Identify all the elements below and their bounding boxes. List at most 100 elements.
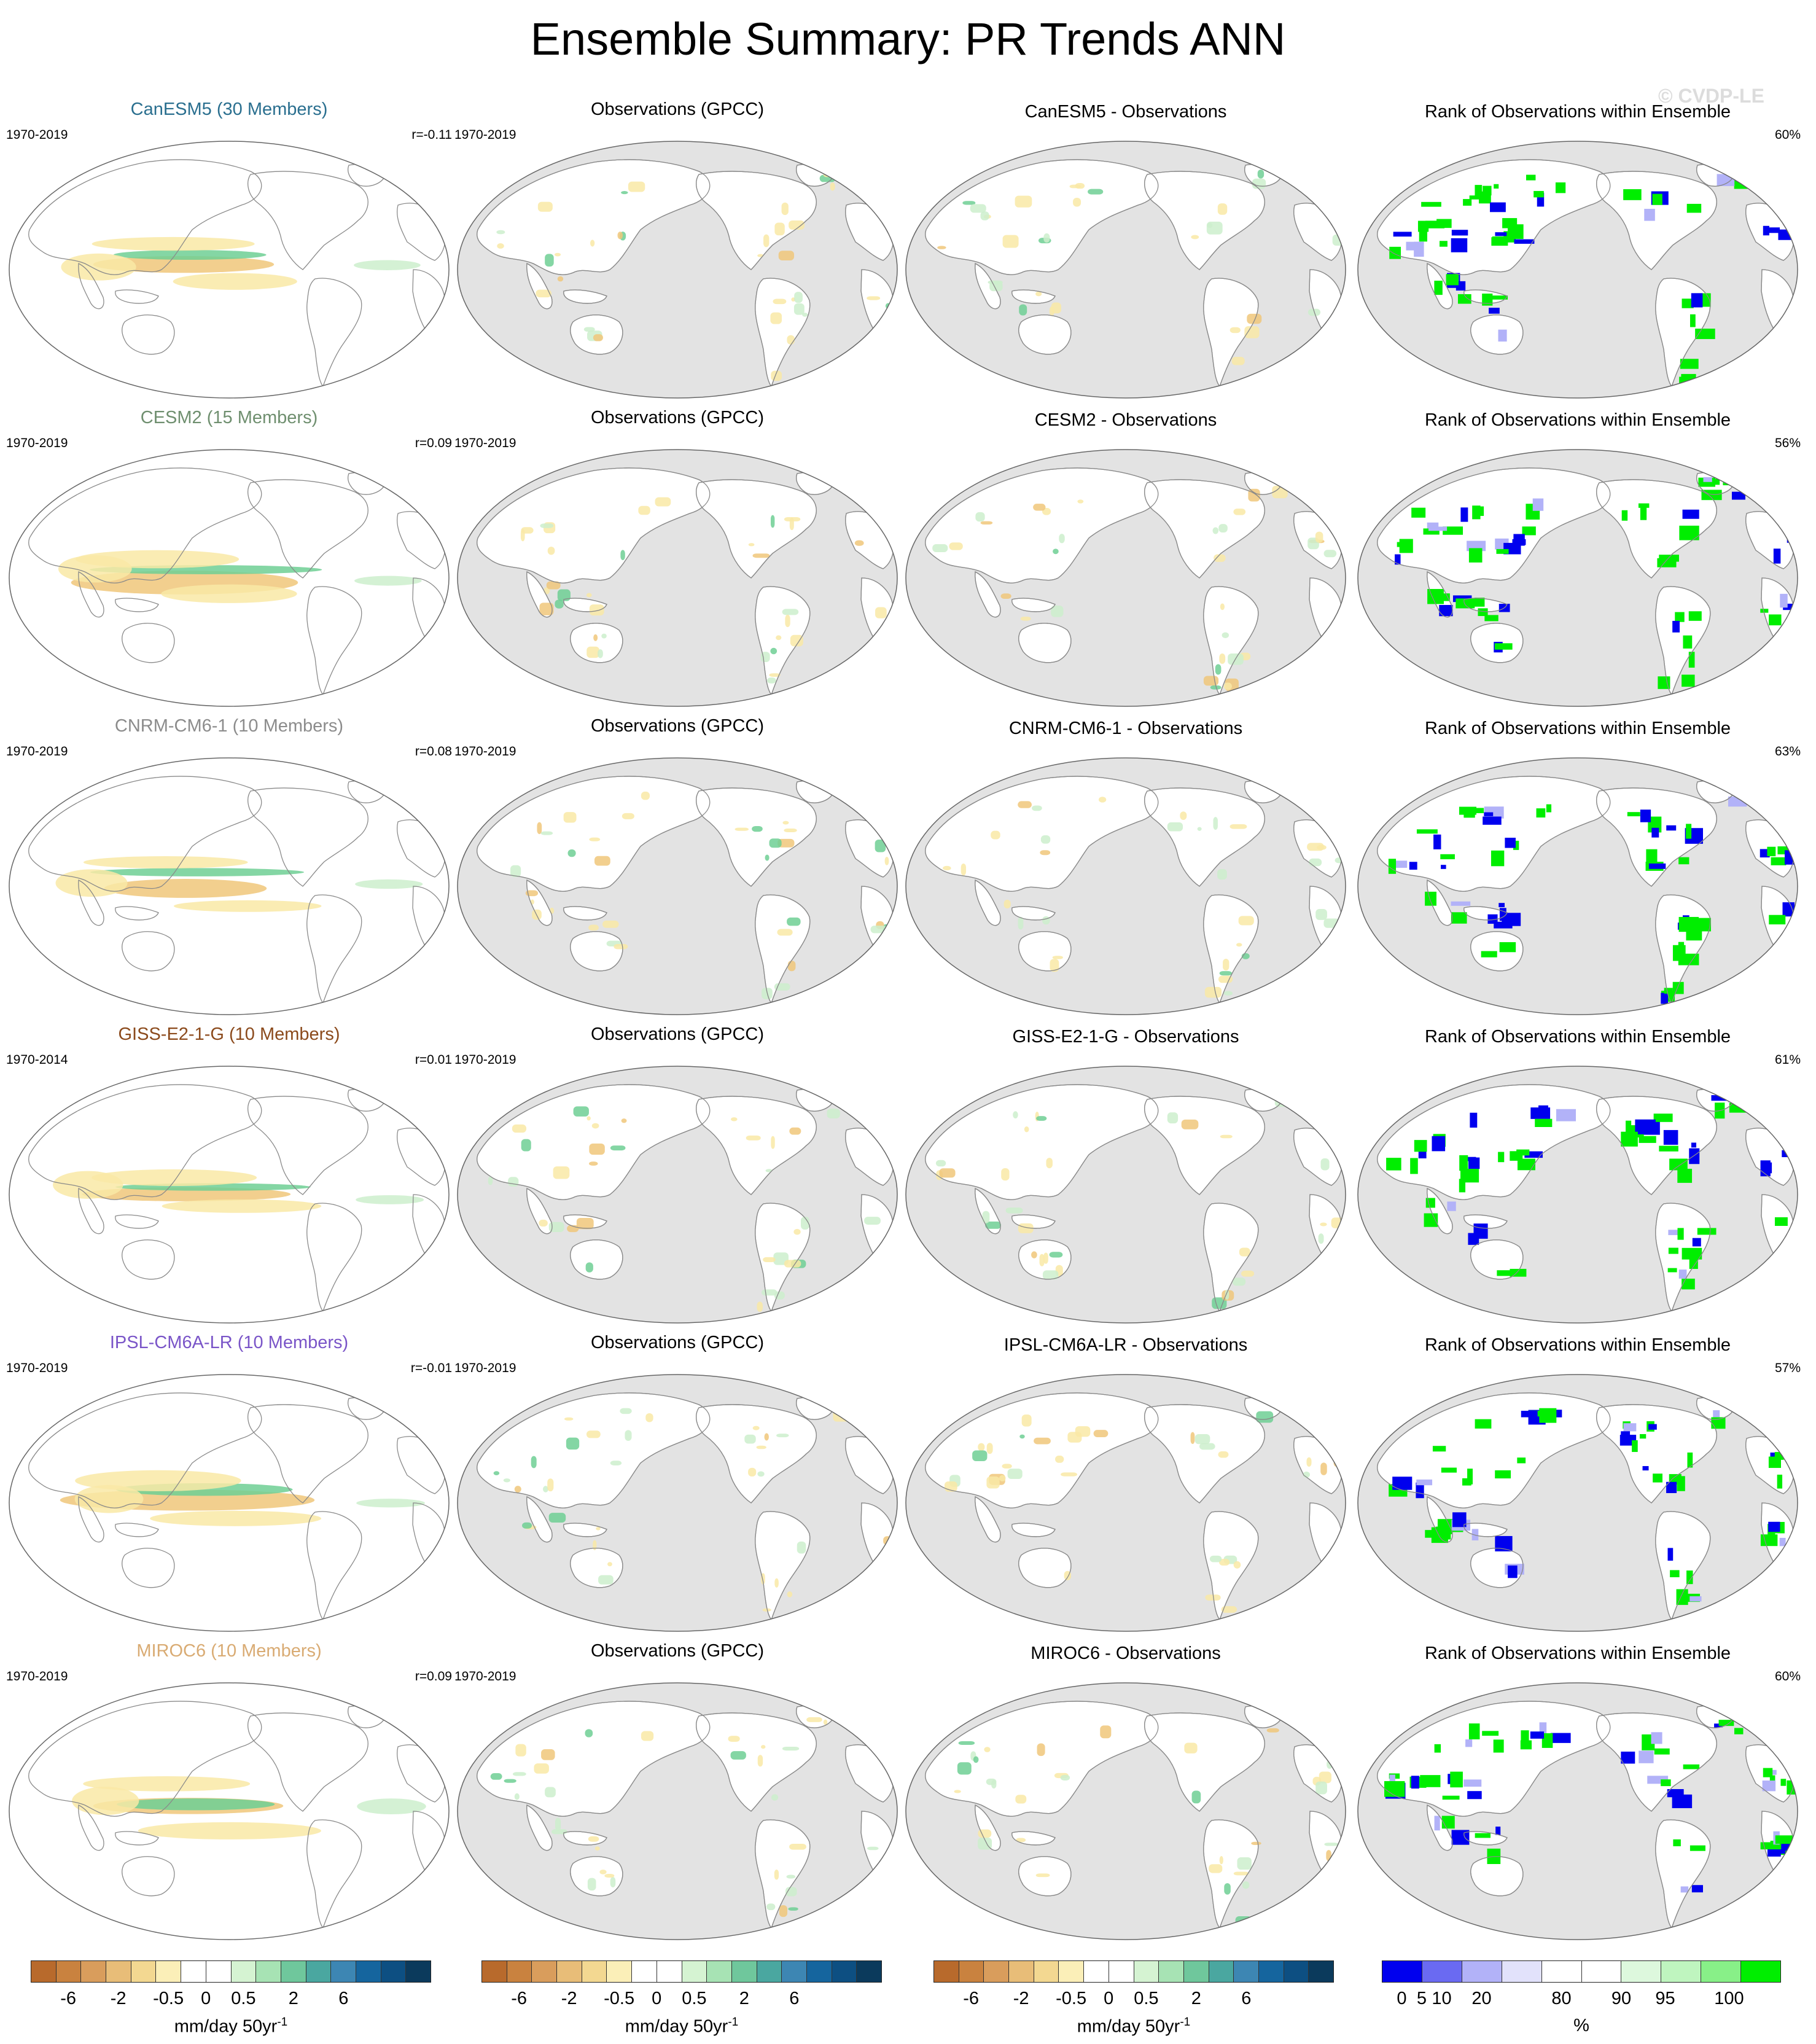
rank-cell [1768,1521,1780,1532]
rank-cell [1689,1845,1705,1851]
trend-blob [1248,488,1260,502]
colorbar-tick-label: 2 [1191,1989,1201,2008]
colorbar-cell [1183,1961,1209,1982]
colorbar-cell [306,1961,332,1982]
period-label: 1970-2014 [6,1053,68,1067]
rank-cell [1473,1223,1488,1239]
colorbar-tick-label: 20 [1471,1989,1492,2008]
panel-title: Rank of Observations within Ensemble [1424,1644,1731,1663]
rank-cell [1469,195,1484,200]
trend-blob [1098,797,1107,803]
colorbar-cell [857,1961,881,1982]
trend-blob [1335,923,1346,928]
trend-blob [1073,198,1081,207]
trend-blob [497,243,504,249]
colorbar-tick-label: 100 [1714,1989,1744,2008]
trend-blob [787,917,801,926]
trend-blob [789,220,805,230]
trend-blob [496,230,505,235]
trend-blob [590,240,595,247]
period-label: 1970-2019 [454,1361,516,1375]
trend-blob [594,856,610,866]
colorbar-unit-text: % [1573,2016,1589,2035]
obs-panel: Observations (GPCC) 1970-2019 [453,715,902,1022]
panel-title: CNRM-CM6-1 - Observations [1008,719,1243,738]
rank-cell [1539,1722,1547,1738]
rank-cell [1689,1148,1700,1164]
trend-blob [586,646,600,658]
trend-blob [787,335,795,345]
panel-title: IPSL-CM6A-LR - Observations [1003,1335,1248,1355]
colorbar-cell [507,1961,532,1982]
rank-cell [1502,913,1521,926]
trend-blob [797,1541,806,1554]
map-border [9,1066,450,1324]
rank-cell [1517,1158,1535,1171]
rank-percent-label: 61% [1774,1053,1801,1067]
rank-cell [1688,611,1702,621]
period-label: 1970-2019 [6,1361,68,1375]
colorbar-cell [582,1961,607,1982]
obs-panel: Observations (GPCC) 1970-2019 [453,1023,902,1330]
trend-blob [1217,203,1228,215]
trend-blob [980,211,989,220]
trend-blob [1233,509,1246,515]
rank-cell [1425,1530,1446,1538]
colorbar-tick-label: -0.5 [153,1989,184,2008]
correlation-label: r=-0.01 [410,1361,452,1375]
trend-blob [490,1773,502,1780]
colorbar-cell [1109,1961,1134,1982]
rank-cell [1731,491,1745,500]
trend-blob [173,900,322,912]
colorbar-tick-label: 6 [789,1989,800,2008]
trend-blob [598,649,603,658]
rank-cell [1536,808,1546,818]
trend-blob [1218,524,1228,533]
trend-blob [1209,1864,1223,1873]
rank-cell [1495,1470,1511,1479]
trend-blob [986,1476,1000,1489]
map-border [1357,1066,1798,1324]
rank-cell [1640,506,1647,520]
trend-blob [884,857,889,865]
rank-cell [1424,1213,1438,1227]
colorbar-cell [1258,1961,1284,1982]
rank-cell [1434,1816,1440,1831]
trend-blob [1037,1743,1045,1757]
rank-cell [1769,915,1786,925]
map-border [905,141,1346,399]
trend-blob [1331,1217,1344,1228]
colorbar-cell [1309,1961,1333,1982]
colorbar-cell [1462,1961,1502,1982]
rank-cell [1703,477,1712,482]
colorbar-tick-label: 0.5 [1134,1989,1159,2008]
rank-cell [1483,185,1492,196]
rank-cell [1723,475,1744,486]
panel-title: Observations (GPCC) [590,716,764,736]
rank-cell [1691,293,1703,308]
trend-blob [1100,1725,1112,1739]
rank-cell [1670,1570,1680,1578]
rank-cell [1661,993,1669,1004]
rank-cell [1659,1145,1678,1152]
trend-blob [586,593,592,598]
trend-blob [788,1907,798,1911]
colorbar-cell [1701,1961,1742,1982]
trend-blob [777,929,793,936]
rank-cell [1621,510,1628,521]
trend-blob [93,256,275,273]
colorbar-cell [1541,1961,1582,1982]
map-border [9,1682,450,1940]
colorbar-tick-label: -0.5 [1056,1989,1087,2008]
colorbar-unit-exponent: -1 [1180,2016,1191,2029]
trend-blob [514,1486,521,1493]
trend-blob [555,599,564,609]
rank-cell [1460,1157,1476,1161]
colorbar-cell [532,1961,558,1982]
rank-cell [1640,809,1651,822]
rank-percent-label: 60% [1774,128,1801,142]
trend-blob [770,312,782,324]
trend-blob [827,1109,840,1118]
trend-blob [173,273,297,290]
rank-cell [1414,241,1424,257]
